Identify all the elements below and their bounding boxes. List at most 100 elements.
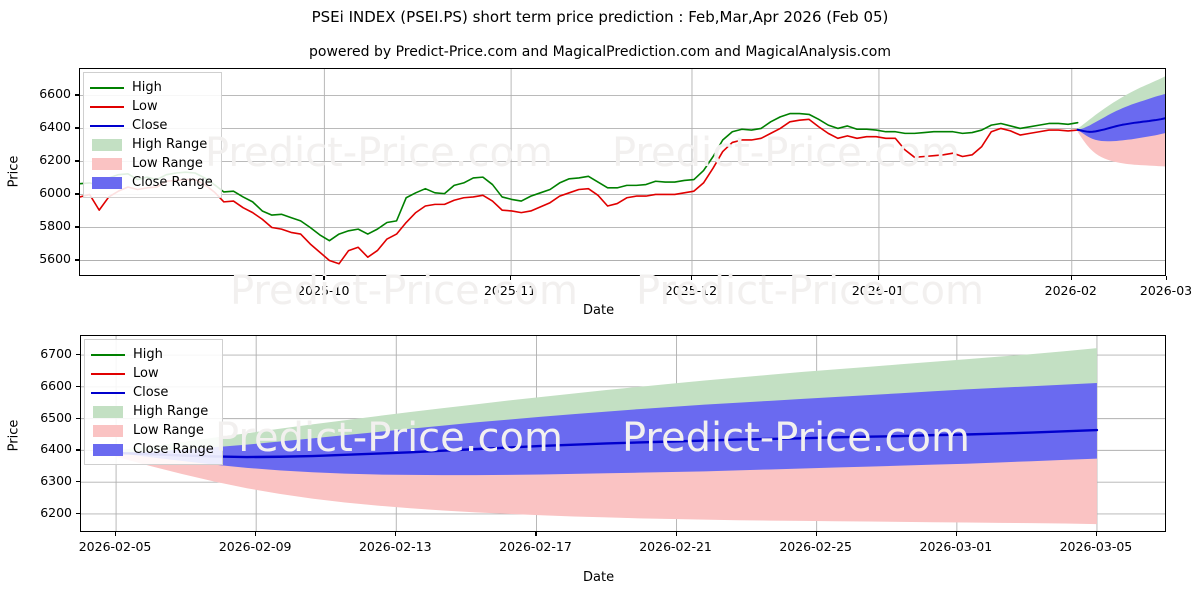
forecast-detail-x-tick: 2026-02-09 [218, 539, 292, 554]
forecast-detail-legend-item-close-range[interactable]: Close Range [91, 440, 214, 459]
legend-line-swatch-icon [90, 119, 124, 133]
overview-x-tick-mark [1166, 276, 1168, 280]
overview-y-tick-mark [75, 193, 79, 195]
legend-item-label: Low Range [133, 423, 204, 438]
swatch [92, 157, 122, 170]
overview-y-tick-mark [75, 94, 79, 96]
legend-line-swatch-icon [91, 367, 125, 381]
forecast-detail-x-tick-mark [815, 532, 817, 536]
overview-x-axis-label: Date [583, 303, 615, 318]
legend-item-label: Low [133, 366, 159, 381]
forecast-detail-x-tick: 2026-03-01 [919, 539, 993, 554]
forecast-detail-x-tick: 2026-02-05 [78, 539, 152, 554]
forecast-detail-legend: High Low Close High Range Low Range Close Ran… [84, 339, 223, 465]
legend-item-label: High Range [132, 137, 208, 152]
legend-line-swatch-icon [91, 348, 125, 362]
forecast-detail-x-tick: 2026-02-17 [499, 539, 572, 554]
legend-patch-swatch-icon [90, 176, 124, 190]
legend-line-swatch-icon [90, 81, 124, 95]
swatch [93, 424, 123, 437]
forecast-detail-x-tick-mark [395, 532, 397, 536]
swatch [93, 405, 123, 418]
overview-x-tick-mark [1070, 276, 1072, 280]
forecast-detail-legend-item-low-range[interactable]: Low Range [91, 421, 214, 440]
forecast-detail-legend-item-high-range[interactable]: High Range [91, 402, 214, 421]
legend-patch-swatch-icon [91, 443, 125, 457]
overview-x-tick: 2026-03 [1139, 283, 1193, 298]
forecast-detail-x-tick-mark [535, 532, 537, 536]
forecast-detail-y-axis-label: Price [6, 419, 22, 452]
overview-plot-area [79, 68, 1166, 276]
forecast-detail-y-tick: 6200 [40, 504, 72, 520]
legend-item-label: Low Range [132, 156, 203, 171]
overview-x-tick-mark [510, 276, 512, 280]
forecast-detail-y-tick: 6700 [40, 346, 72, 362]
overview-x-tick: 2026-01 [851, 283, 905, 298]
overview-y-axis-label: Price [6, 155, 22, 188]
overview-y-tick: 5600 [39, 251, 71, 267]
legend-line-swatch-icon [91, 386, 125, 400]
forecast-detail-y-tick-mark [76, 354, 80, 356]
forecast-detail-x-tick-mark [1095, 532, 1098, 536]
forecast-detail-x-tick-mark [115, 532, 117, 536]
overview-y-tick: 6600 [39, 86, 71, 102]
overview-y-tick-mark [75, 226, 79, 228]
swatch [90, 86, 124, 89]
forecast-detail-x-tick-mark [955, 532, 958, 536]
legend-item-label: High [133, 347, 163, 362]
legend-item-label: Low [132, 99, 158, 114]
forecast-detail-x-tick: 2026-03-05 [1059, 539, 1133, 554]
swatch [90, 105, 124, 108]
forecast-detail-x-tick-mark [255, 532, 257, 536]
page-subtitle: powered by Predict-Price.com and Magical… [309, 44, 891, 60]
overview-legend-item-close-range[interactable]: Close Range [90, 173, 213, 192]
forecast-detail-y-tick-mark [76, 481, 80, 483]
forecast-detail-x-axis-label: Date [583, 570, 615, 585]
legend-item-label: Close Range [132, 175, 213, 190]
overview-y-tick: 6000 [39, 185, 71, 201]
overview-y-tick-mark [75, 160, 79, 162]
overview-x-tick-mark [323, 276, 325, 280]
legend-item-label: Close [132, 118, 168, 133]
overview-legend-item-high[interactable]: High [90, 78, 213, 97]
forecast-detail-legend-item-low[interactable]: Low [91, 364, 214, 383]
legend-patch-swatch-icon [91, 424, 125, 438]
overview-x-tick: 2026-02 [1044, 283, 1097, 298]
overview-y-tick: 6200 [39, 152, 71, 168]
forecast-detail-y-tick: 6400 [40, 441, 72, 457]
forecast-detail-x-tick: 2026-02-21 [639, 539, 712, 554]
forecast-detail-legend-item-close[interactable]: Close [91, 383, 214, 402]
swatch [91, 372, 125, 375]
forecast-detail-y-tick-mark [76, 385, 80, 388]
forecast-detail-y-tick-mark [76, 417, 80, 419]
legend-item-label: Close Range [133, 442, 214, 457]
overview-legend-item-low-range[interactable]: Low Range [90, 154, 213, 173]
legend-line-swatch-icon [90, 100, 124, 114]
swatch [92, 138, 122, 151]
forecast-detail-y-tick: 6300 [40, 473, 72, 489]
forecast-detail-y-tick: 6500 [40, 409, 72, 425]
overview-y-tick: 6400 [39, 119, 71, 135]
forecast-detail-y-tick-mark [76, 512, 80, 515]
overview-x-tick: 2025-11 [483, 283, 537, 298]
legend-item-label: High Range [133, 404, 209, 419]
swatch [91, 353, 125, 356]
overview-legend-item-close[interactable]: Close [90, 116, 213, 135]
forecast-detail-x-tick: 2026-02-13 [358, 539, 432, 554]
swatch [90, 124, 124, 127]
overview-y-tick-mark [75, 127, 79, 129]
legend-patch-swatch-icon [91, 405, 125, 419]
forecast-detail-y-tick-mark [76, 449, 80, 451]
legend-item-label: Close [133, 385, 169, 400]
page-title: PSEi INDEX (PSEI.PS) short term price pr… [311, 8, 889, 26]
overview-x-tick-mark [877, 276, 880, 280]
forecast-detail-x-tick-mark [675, 532, 677, 536]
forecast-detail-chart-panel: High Low Close High Range Low Range Close Ran… [80, 335, 1166, 532]
legend-patch-swatch-icon [90, 138, 124, 152]
overview-legend-item-low[interactable]: Low [90, 97, 213, 116]
overview-legend-item-high-range[interactable]: High Range [90, 135, 213, 154]
forecast-detail-legend-item-high[interactable]: High [91, 345, 214, 364]
forecast-detail-y-tick: 6600 [40, 377, 72, 393]
swatch [93, 443, 123, 456]
overview-y-tick-mark [75, 259, 79, 261]
